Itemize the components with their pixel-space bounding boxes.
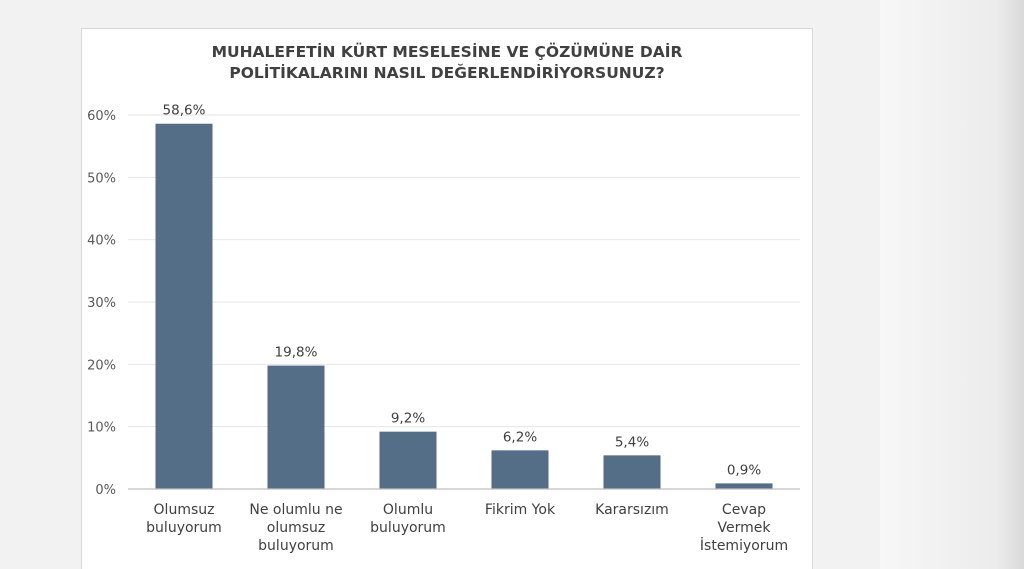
- y-tick-label: 50%: [87, 171, 116, 186]
- x-tick-label-line: Cevap: [722, 502, 766, 518]
- data-label: 6,2%: [503, 429, 537, 445]
- bar: [603, 455, 661, 489]
- chart-title-line-1: MUHALEFETİN KÜRT MESELESİNE VE ÇÖZÜMÜNE …: [211, 43, 683, 61]
- x-tick-label-line: Kararsızım: [595, 502, 669, 518]
- x-tick-label-line: Olumsuz: [154, 502, 215, 518]
- x-tick-label-line: buluyorum: [258, 538, 334, 554]
- x-tick-label-line: olumsuz: [267, 520, 325, 536]
- chart-title: MUHALEFETİN KÜRT MESELESİNE VE ÇÖZÜMÜNE …: [82, 42, 812, 84]
- data-label: 9,2%: [391, 411, 425, 427]
- y-tick-label: 0%: [95, 483, 116, 498]
- bar: [267, 365, 325, 489]
- x-tick-label-line: İstemiyorum: [700, 536, 788, 554]
- background-shade: [880, 0, 1024, 569]
- bar: [491, 450, 549, 489]
- x-tick-label-line: Vermek: [718, 520, 772, 536]
- bar: [715, 483, 773, 489]
- x-tick-label: Olumsuz buluyorum: [146, 502, 222, 536]
- data-label: 5,4%: [615, 434, 649, 450]
- x-tick-label-line: buluyorum: [370, 520, 446, 536]
- x-tick-label: Olumlu buluyorum: [370, 502, 446, 536]
- y-tick-label: 20%: [87, 358, 116, 373]
- y-tick-label: 60%: [87, 109, 116, 124]
- bar: [155, 123, 213, 489]
- data-label: 0,9%: [727, 462, 761, 478]
- bar: [379, 431, 437, 489]
- x-tick-label: Cevap Vermek İstemiyorum: [700, 502, 788, 554]
- x-tick-label-line: Ne olumlu ne: [249, 502, 342, 518]
- y-tick-label: 40%: [87, 234, 116, 249]
- data-label: 19,8%: [275, 345, 318, 361]
- x-tick-label-line: Olumlu: [383, 502, 433, 518]
- x-tick-label: Fikrim Yok: [485, 502, 556, 518]
- x-tick-label: Ne olumlu ne olumsuz buluyorum: [249, 502, 342, 554]
- y-tick-label: 30%: [87, 296, 116, 311]
- chart-title-line-2: POLİTİKALARINI NASIL DEĞERLENDİRİYORSUNU…: [229, 64, 665, 82]
- x-tick-label: Kararsızım: [595, 502, 669, 518]
- data-label: 58,6%: [163, 103, 206, 119]
- y-tick-label: 10%: [87, 421, 116, 436]
- x-tick-label-line: Fikrim Yok: [485, 502, 556, 518]
- x-tick-label-line: buluyorum: [146, 520, 222, 536]
